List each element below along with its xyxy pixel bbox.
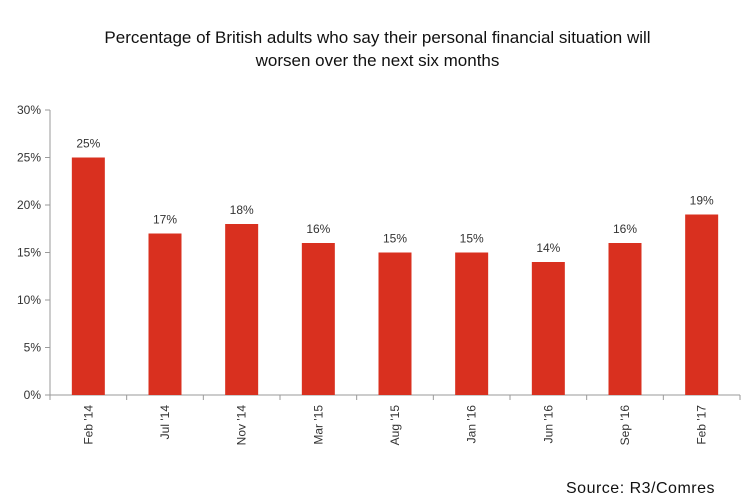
x-tick-label: Jul '14 [158,405,172,440]
bar [685,214,719,395]
bar [225,224,259,395]
bar [608,243,642,395]
x-tick-label: Jan '16 [465,405,479,444]
bar [71,157,105,395]
data-label: 14% [536,241,560,255]
y-tick-label: 15% [17,246,41,260]
x-tick-label: Aug '15 [388,405,402,446]
x-tick-label: Feb '17 [695,405,709,445]
x-tick-label: Sep '16 [618,405,632,446]
bar [301,243,335,395]
x-tick-label: Nov '14 [235,405,249,446]
data-label: 25% [76,137,100,151]
data-label: 16% [613,222,637,236]
data-label: 18% [230,203,254,217]
y-tick-label: 30% [17,103,41,117]
x-tick-label: Feb '14 [81,405,95,445]
bar [455,252,489,395]
y-tick-label: 0% [24,388,42,402]
y-tick-label: 20% [17,198,41,212]
data-label: 15% [383,232,407,246]
bar [148,233,182,395]
y-tick-label: 10% [17,293,41,307]
data-label: 19% [690,194,714,208]
y-tick-label: 25% [17,151,41,165]
data-label: 15% [460,232,484,246]
source-note: Source: R3/Comres [566,480,715,497]
chart-title: Percentage of British adults who say the… [0,26,755,72]
data-label: 16% [306,222,330,236]
bar-chart: 0% 5% 10% 15% 20% 25% 30% 25% Feb '14 17% Jul '14 1… [17,103,741,446]
data-label: 17% [153,213,177,227]
y-tick-label: 5% [24,341,42,355]
bar [378,252,412,395]
x-tick-label: Jun '16 [541,405,555,444]
x-tick-label: Mar '15 [311,405,325,445]
chart-title-line-1: Percentage of British adults who say the… [104,28,651,47]
chart-title-line-2: worsen over the next six months [255,51,500,70]
bar [531,262,565,395]
